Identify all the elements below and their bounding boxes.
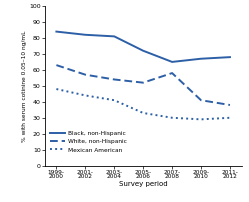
White, non-Hispanic [199, 99, 202, 101]
Mexican American [55, 88, 58, 90]
White, non-Hispanic [113, 78, 116, 81]
White, non-Hispanic [84, 74, 87, 76]
Black, non-Hispanic [229, 56, 232, 58]
Mexican American [113, 99, 116, 101]
Black, non-Hispanic [171, 61, 174, 63]
Mexican American [142, 112, 145, 114]
Black, non-Hispanic [142, 49, 145, 52]
Black, non-Hispanic [84, 34, 87, 36]
Line: Mexican American: Mexican American [56, 89, 230, 119]
Line: Black, non-Hispanic: Black, non-Hispanic [56, 32, 230, 62]
Y-axis label: % with serum cotinine 0.05–10 ng/mL: % with serum cotinine 0.05–10 ng/mL [22, 30, 27, 142]
Black, non-Hispanic [113, 35, 116, 38]
Legend: Black, non-Hispanic, White, non-Hispanic, Mexican American: Black, non-Hispanic, White, non-Hispanic… [50, 130, 127, 153]
Mexican American [229, 117, 232, 119]
White, non-Hispanic [142, 81, 145, 84]
White, non-Hispanic [171, 72, 174, 74]
X-axis label: Survey period: Survey period [119, 181, 168, 187]
Line: White, non-Hispanic: White, non-Hispanic [56, 65, 230, 105]
Mexican American [84, 94, 87, 97]
Mexican American [199, 118, 202, 121]
White, non-Hispanic [229, 104, 232, 106]
White, non-Hispanic [55, 64, 58, 66]
Black, non-Hispanic [199, 58, 202, 60]
Black, non-Hispanic [55, 30, 58, 33]
Mexican American [171, 117, 174, 119]
